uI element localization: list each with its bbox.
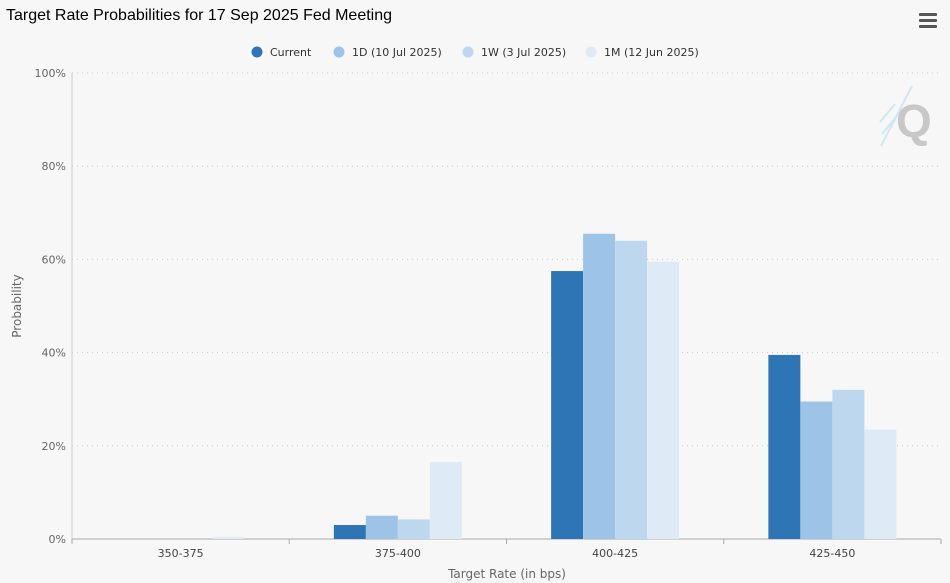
hamburger-menu-icon[interactable]	[919, 13, 937, 29]
bar-400-425-2[interactable]	[583, 233, 616, 539]
y-tick-label: 0%	[49, 533, 66, 546]
grid-lines	[72, 72, 941, 447]
bar-425-450-3[interactable]	[832, 389, 865, 539]
bar-400-425-3[interactable]	[615, 240, 648, 539]
legend-item-4[interactable]: 1M (12 Jun 2025)	[585, 46, 699, 59]
legend-label: 1M (12 Jun 2025)	[604, 46, 699, 59]
y-axis-label: Probability	[10, 274, 24, 337]
legend-marker	[585, 46, 597, 58]
bar-425-450-4[interactable]	[864, 429, 897, 539]
bar-375-400-2[interactable]	[365, 515, 398, 539]
bar-425-450-2[interactable]	[800, 401, 833, 539]
legend: Current 1D (10 Jul 2025) 1W (3 Jul 2025) 1M…	[251, 46, 699, 59]
y-tick-labels: 0% 20% 40% 60% 80% 100%	[35, 67, 66, 546]
x-tick-labels: 350-375 375-400 400-425 425-450	[158, 547, 856, 560]
x-tick-label: 350-375	[158, 547, 204, 560]
y-tick-label: 60%	[42, 253, 66, 266]
y-tick-label: 100%	[35, 67, 66, 80]
bar-400-425-4[interactable]	[647, 261, 680, 539]
x-tick-label: 425-450	[809, 547, 855, 560]
x-tick-label: 375-400	[375, 547, 421, 560]
bar-425-450-1[interactable]	[768, 354, 801, 539]
legend-label: 1W (3 Jul 2025)	[481, 46, 566, 59]
bar-400-425-1[interactable]	[551, 271, 584, 539]
bars	[212, 233, 897, 539]
x-axis-label: Target Rate (in bps)	[447, 567, 566, 581]
legend-label: 1D (10 Jul 2025)	[352, 46, 442, 59]
bar-375-400-4[interactable]	[429, 462, 462, 539]
q-logo-letter: Q	[896, 95, 932, 147]
legend-item-2[interactable]: 1D (10 Jul 2025)	[333, 46, 442, 59]
bar-375-400-1[interactable]	[333, 525, 366, 539]
y-tick-label: 20%	[42, 440, 66, 453]
legend-marker	[462, 46, 474, 58]
bar-350-375-4[interactable]	[212, 537, 245, 539]
chart-title: Target Rate Probabilities for 17 Sep 202…	[6, 7, 393, 24]
y-tick-label: 40%	[42, 347, 66, 360]
legend-marker	[333, 46, 345, 58]
legend-marker	[251, 46, 263, 58]
legend-item-3[interactable]: 1W (3 Jul 2025)	[462, 46, 567, 59]
x-tick-label: 400-425	[592, 547, 638, 560]
legend-label: Current	[270, 46, 312, 59]
y-tick-label: 80%	[42, 160, 66, 173]
bar-375-400-3[interactable]	[397, 519, 430, 539]
q-logo-icon: Q	[879, 85, 932, 147]
legend-item-1[interactable]: Current	[251, 46, 313, 59]
